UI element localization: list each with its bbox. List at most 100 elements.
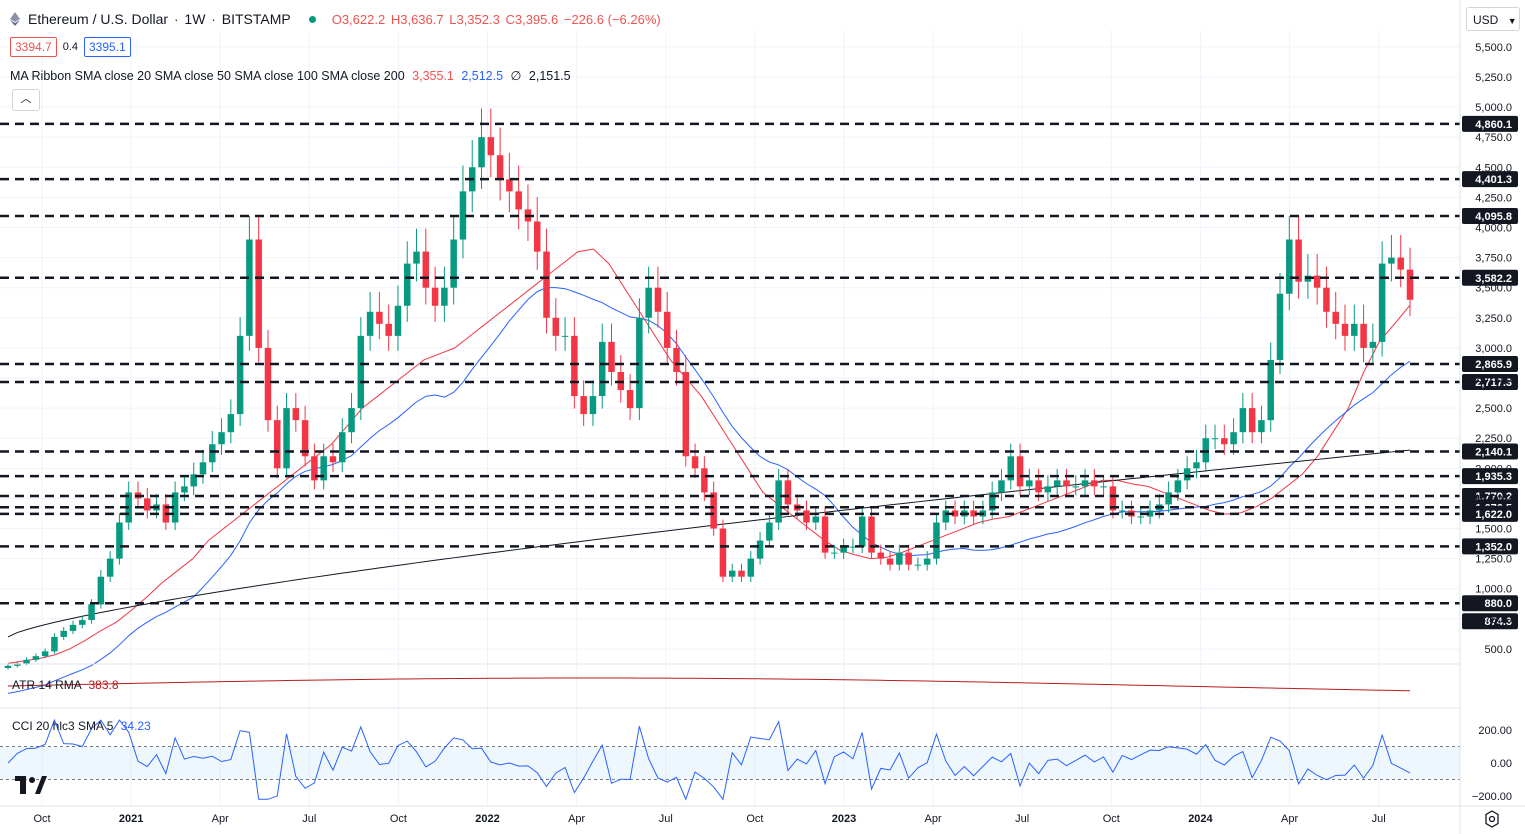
- candle-body: [868, 516, 875, 553]
- candle-body: [292, 408, 300, 421]
- candle-body: [1239, 408, 1247, 433]
- candle-body: [608, 341, 615, 372]
- candle-body: [1072, 486, 1079, 488]
- candle-body: [738, 570, 745, 577]
- level-label: 4,860.1: [1475, 119, 1512, 131]
- ohlc-values: O3,622.2 H3,636.7 L3,352.3 C3,395.6 −226…: [332, 12, 663, 27]
- candle-body: [645, 287, 652, 318]
- tradingview-logo-icon[interactable]: [15, 776, 47, 794]
- candle-body: [515, 191, 522, 210]
- level-badge: [1462, 373, 1518, 390]
- ma200-value: 2,151.5: [528, 69, 571, 83]
- candle-body: [478, 137, 485, 168]
- time-tick-label: Apr: [925, 813, 942, 825]
- level-badge: [1462, 269, 1518, 286]
- candle-body: [1193, 462, 1200, 469]
- time-tick-label: Apr: [212, 813, 229, 825]
- candle-body: [1378, 263, 1386, 342]
- level-label: 1,622.0: [1475, 509, 1512, 521]
- candle-body: [831, 552, 838, 554]
- candle-body: [97, 576, 105, 605]
- collapse-legend-button[interactable]: ︿: [12, 89, 40, 111]
- candle-body: [1230, 432, 1237, 445]
- ethereum-icon: [10, 12, 20, 26]
- ma20-value: 3,355.1: [412, 69, 454, 83]
- atr-value: 383.8: [88, 678, 119, 692]
- candle-body: [339, 432, 346, 463]
- level-label: 3,582.2: [1475, 273, 1512, 285]
- level-label: 4,095.8: [1475, 211, 1512, 223]
- candle-body: [274, 420, 281, 469]
- interval[interactable]: 1W: [184, 11, 206, 27]
- support-resistance-levels: 4,860.1 4,401.3 4,095.8 3,582.2 2,865.9 2,717…: [0, 115, 1518, 630]
- candle-body: [348, 408, 355, 433]
- candle-body: [51, 636, 58, 652]
- cci-tick-label: −200.00: [1472, 791, 1512, 803]
- candle-body: [14, 663, 21, 666]
- level-badge: [1462, 171, 1518, 188]
- cci-tick-label: 200.00: [1478, 725, 1512, 737]
- price-tick-label: 1,750.0: [1475, 493, 1512, 505]
- candle-body: [106, 558, 114, 577]
- price-tick-label: 3,000.0: [1475, 343, 1512, 355]
- currency-selector[interactable]: USD ▼: [1466, 7, 1520, 31]
- gear-icon[interactable]: [1483, 810, 1501, 828]
- time-tick-label: Oct: [390, 813, 407, 825]
- candle-body: [896, 552, 903, 565]
- price-tick-label: 3,500.0: [1475, 283, 1512, 295]
- exchange[interactable]: BITSTAMP: [221, 11, 291, 27]
- level-label: 874.3: [1484, 616, 1512, 628]
- candle-body: [1221, 438, 1228, 445]
- candle-body: [580, 396, 587, 415]
- candle-body: [747, 558, 755, 577]
- atr-legend[interactable]: ATR 14 RMA 383.8: [12, 678, 119, 692]
- bid-button[interactable]: 3394.7: [10, 37, 57, 57]
- candle-body: [1332, 311, 1339, 324]
- cci-tick-label: 0.00: [1491, 758, 1512, 770]
- candle-body: [543, 251, 550, 318]
- candle-body: [1007, 456, 1015, 481]
- candle-body: [858, 516, 866, 547]
- candle-body: [236, 335, 244, 415]
- cci-value: 34.23: [120, 719, 151, 733]
- level-badge: [1462, 613, 1518, 630]
- candle-body: [1053, 480, 1061, 487]
- cci-legend[interactable]: CCI 20 hlc3 SMA 5 34.23: [12, 719, 151, 733]
- candle-body: [1406, 269, 1414, 300]
- candle-body: [329, 456, 337, 463]
- candle-body: [357, 335, 365, 409]
- candle-body: [376, 311, 383, 324]
- candle-body: [1295, 239, 1302, 282]
- candle-body: [533, 221, 541, 252]
- candle-body: [589, 396, 597, 415]
- candle-body: [1211, 438, 1219, 440]
- candle-body: [1137, 516, 1144, 518]
- candle-body: [394, 305, 402, 336]
- candle-body: [673, 347, 680, 372]
- candle-body: [301, 420, 309, 457]
- price-tick-label: 4,250.0: [1475, 192, 1512, 204]
- cci-pane: 200.00 0.00 −200.00: [0, 718, 1512, 803]
- level-label: 1,352.0: [1475, 541, 1512, 553]
- ask-button[interactable]: 3395.1: [84, 37, 131, 57]
- candle-body: [1397, 257, 1404, 270]
- currency-label: USD: [1473, 13, 1499, 27]
- price-tick-label: 1,500.0: [1475, 524, 1512, 536]
- ma100-value: ∅: [510, 69, 522, 83]
- time-tick-label: Jul: [302, 813, 316, 825]
- symbol-name[interactable]: Ethereum / U.S. Dollar: [28, 11, 169, 27]
- close-value: C3,395.6: [505, 11, 559, 27]
- change-value: −226.6 (−6.26%): [563, 11, 661, 27]
- time-tick-label: 2022: [475, 813, 499, 825]
- ma-ribbon-legend[interactable]: MA Ribbon SMA close 20 SMA close 50 SMA …: [10, 68, 571, 83]
- candle-body: [41, 651, 49, 657]
- time-tick-label: Jul: [1015, 813, 1029, 825]
- level-label: 2,140.1: [1475, 446, 1512, 458]
- time-tick-label: Apr: [1281, 813, 1298, 825]
- cci-line: [7, 718, 1411, 801]
- price-tick-label: 2,750.0: [1475, 373, 1512, 385]
- time-tick-label: 2023: [832, 813, 856, 825]
- candle-body: [320, 456, 327, 481]
- candle-body: [1286, 239, 1293, 294]
